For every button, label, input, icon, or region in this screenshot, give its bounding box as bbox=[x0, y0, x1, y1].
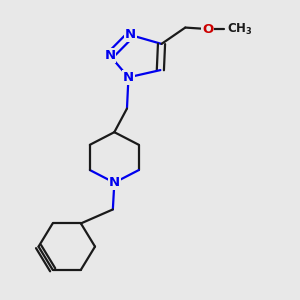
Text: N: N bbox=[123, 71, 134, 84]
Text: N: N bbox=[104, 49, 116, 62]
Text: $\mathdefault{CH_3}$: $\mathdefault{CH_3}$ bbox=[227, 22, 253, 37]
Text: N: N bbox=[125, 28, 136, 41]
Text: O: O bbox=[202, 22, 213, 35]
Text: N: N bbox=[109, 176, 120, 189]
